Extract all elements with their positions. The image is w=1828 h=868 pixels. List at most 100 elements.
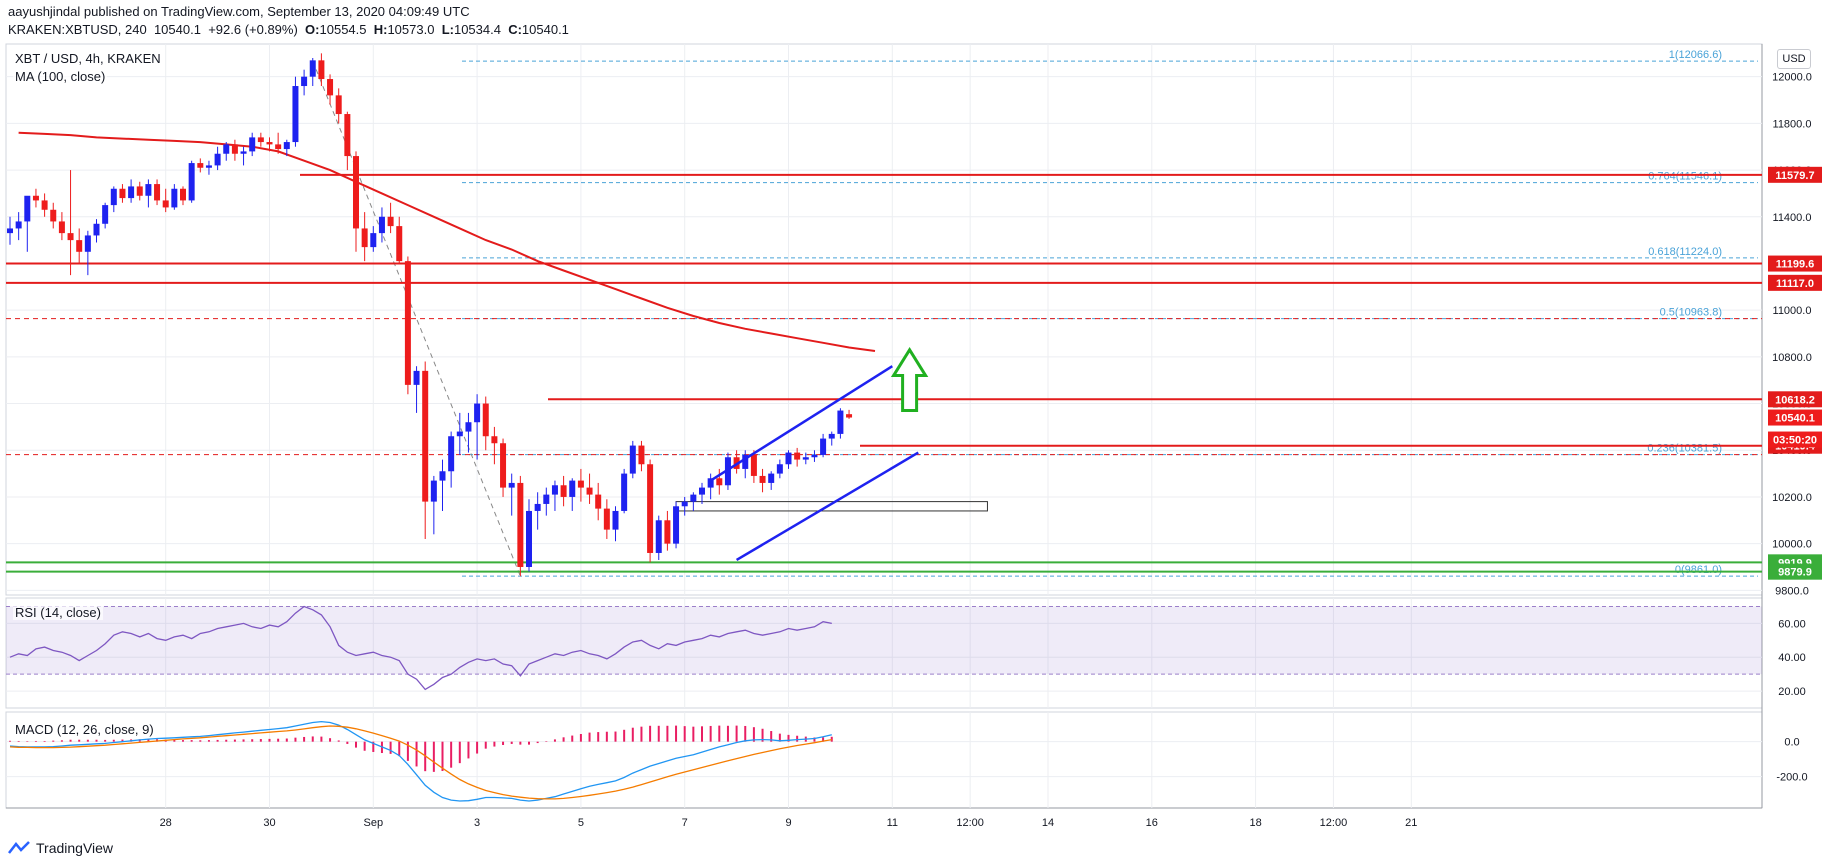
fib-level-label: 0.5(10963.8) [1660,307,1722,319]
candle-body [794,452,801,460]
candle [612,506,619,542]
candle-body [67,233,74,241]
candle [413,366,420,413]
time-tick-label: 18 [1249,817,1261,829]
candle-body [223,144,230,154]
candle-body [629,445,636,474]
time-tick-label: 11 [887,817,898,829]
candle [465,412,472,453]
ascending-channel [709,365,919,562]
candle-body [811,454,818,458]
candle-body [413,370,420,385]
price-tick-label: 9800.0 [1775,585,1809,597]
candle-body [93,223,100,236]
candle [586,473,593,504]
candle [430,475,437,535]
candle [690,492,697,511]
candle [327,74,334,105]
level-tag: 10618.2 [1768,391,1822,408]
candle [716,468,723,495]
support-tag-text: 9879.9 [1778,567,1812,579]
currency-button[interactable]: USD [1777,49,1811,69]
candle [482,396,489,451]
candle-body [171,188,178,208]
candle [785,450,792,469]
candle-body [370,233,377,248]
candle [768,471,775,490]
candle [292,76,299,147]
candle-body [162,200,169,208]
candle [58,212,65,241]
candle [275,132,282,154]
tradingview-brand[interactable]: TradingView [8,840,113,856]
candle [171,184,178,210]
candle [846,409,853,419]
countdown-tag-bg [1768,431,1822,448]
low-value: 10534.4 [453,22,501,37]
candle [621,468,628,514]
time-tick-label: 5 [578,817,584,829]
candle-body [344,114,351,157]
ma-100-line [18,131,876,352]
candle-body [526,510,532,567]
candle [249,132,256,157]
candle-body [378,216,385,234]
candle [655,515,662,560]
candle-body [621,473,628,511]
price-tick-label: 10200.0 [1772,492,1812,504]
candle-body [84,235,91,252]
candle [551,480,558,511]
rsi-line [9,605,832,691]
publisher-name[interactable]: aayushjindal [8,4,81,19]
candle [361,212,368,262]
candle [205,160,212,175]
ma-legend[interactable]: MA (100, close) [13,69,108,84]
candle [638,440,645,472]
level-tag-text: 11579.7 [1775,170,1814,182]
candle-body [266,142,273,145]
candle [240,146,247,166]
candle [543,487,550,516]
fib-level-label: 0.236(10381.5) [1647,443,1722,455]
candle-body [647,464,654,553]
rsi-legend[interactable]: RSI (14, close) [13,605,103,620]
fib-level-label: 0.764(11546.1) [1648,171,1722,183]
candle-body [301,76,308,87]
time-tick-label: 12:00 [956,817,984,829]
candle-body [543,494,550,504]
candle-body [655,520,662,553]
candle-body [750,454,757,476]
channel-upper-line [709,365,893,482]
rsi-tick-label: 40.00 [1778,652,1806,664]
candle [84,230,91,276]
candle-body [41,200,48,210]
candle-body [474,403,481,423]
candle [353,151,359,252]
candle-body [448,436,455,472]
candle-body [205,165,212,168]
candle-body [240,151,247,154]
candle [673,501,680,549]
candle-body [32,195,39,201]
candle-body [128,186,135,199]
symbol-legend[interactable]: XBT / USD, 4h, KRAKEN [13,51,163,66]
candle [223,142,230,161]
candlesticks [7,53,853,577]
price-tick-label: 11000.0 [1773,305,1812,317]
price-change: +92.6 (+0.89%) [208,22,298,37]
candle [742,450,749,479]
candle-body [327,79,334,96]
time-tick-label: Sep [364,817,384,829]
candle [67,170,74,276]
candle-body [759,475,766,483]
candle-body [456,431,463,437]
low-label: L: [441,22,454,37]
candle [102,202,109,229]
time-tick-label: 9 [785,817,791,829]
candle [707,473,714,500]
fib-level-label: 1(12066.6) [1669,49,1722,61]
time-tick-label: 28 [160,817,172,829]
candle-body [231,144,238,154]
macd-legend[interactable]: MACD (12, 26, close, 9) [13,722,156,737]
